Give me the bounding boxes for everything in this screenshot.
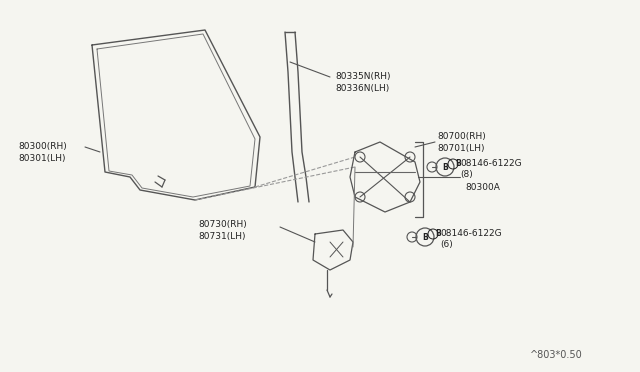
Text: 80336N(LH): 80336N(LH)	[335, 84, 389, 93]
Text: 80731(LH): 80731(LH)	[198, 231, 246, 241]
Text: 08146-6122G: 08146-6122G	[460, 160, 522, 169]
Text: 80335N(RH): 80335N(RH)	[335, 73, 390, 81]
Text: (8): (8)	[460, 170, 473, 180]
Text: B: B	[455, 160, 461, 169]
Text: 80300(RH): 80300(RH)	[18, 142, 67, 151]
Text: 80300A: 80300A	[465, 183, 500, 192]
Text: 80700(RH): 80700(RH)	[437, 132, 486, 141]
Text: ^803*0.50: ^803*0.50	[530, 350, 583, 360]
Text: 80301(LH): 80301(LH)	[18, 154, 65, 164]
Text: B: B	[442, 163, 448, 171]
Text: (6): (6)	[440, 241, 452, 250]
Text: B: B	[435, 230, 441, 238]
Text: 08146-6122G: 08146-6122G	[440, 230, 502, 238]
Text: 80701(LH): 80701(LH)	[437, 144, 484, 154]
Text: 80730(RH): 80730(RH)	[198, 219, 247, 228]
Text: B: B	[422, 232, 428, 241]
